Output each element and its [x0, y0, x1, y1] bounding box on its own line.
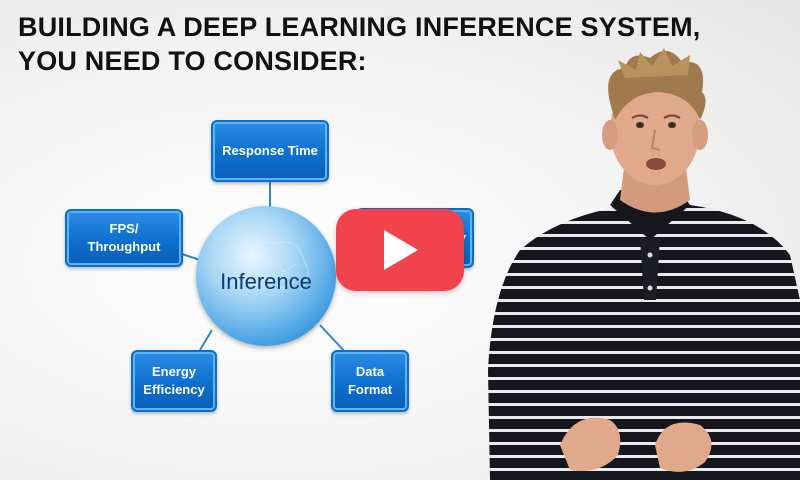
slide-title-line-1: BUILDING A DEEP LEARNING INFERENCE SYSTE… — [18, 12, 701, 42]
node-response-time-label: Response Time — [222, 143, 318, 158]
node-fps-label-2: Throughput — [87, 239, 161, 254]
node-response-time: Response Time — [211, 120, 329, 182]
node-energy-label-1: Energy — [151, 364, 197, 379]
node-energy-label-2: Efficiency — [143, 382, 205, 397]
slide-title-line-2: YOU NEED TO CONSIDER: — [18, 46, 367, 76]
play-button[interactable] — [336, 209, 464, 291]
node-data-format: Data Format — [331, 350, 409, 412]
play-icon — [384, 230, 418, 270]
brain-graphic-icon — [235, 241, 309, 291]
node-data-label-1: Data — [355, 364, 385, 379]
node-fps-label-1: FPS/ — [109, 221, 139, 236]
node-fps-throughput: FPS/ Throughput — [65, 209, 183, 267]
node-data-label-2: Format — [347, 382, 393, 397]
inference-sphere: Inference — [196, 206, 336, 346]
slide-title: BUILDING A DEEP LEARNING INFERENCE SYSTE… — [18, 10, 798, 78]
node-energy-efficiency: Energy Efficiency — [131, 350, 217, 412]
inference-label: Inference — [220, 269, 312, 294]
